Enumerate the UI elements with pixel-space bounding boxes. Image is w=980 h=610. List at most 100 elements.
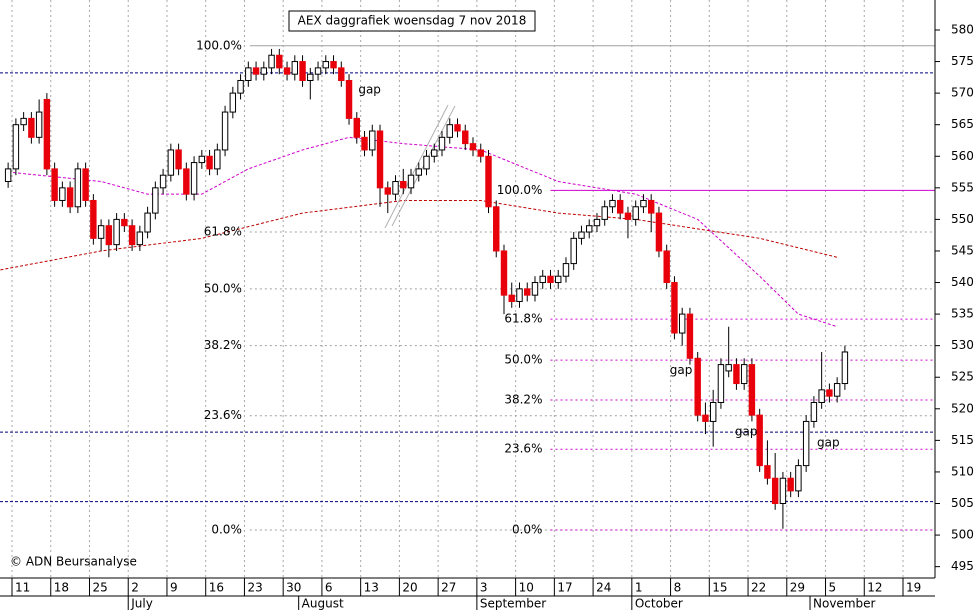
candle-body	[260, 67, 268, 75]
candle-body	[237, 79, 244, 94]
label-layer: 4955005055105155205255305355405455505555…	[11, 22, 974, 610]
candle-layer	[4, 48, 849, 529]
candle-body	[392, 181, 399, 195]
candle-body	[59, 187, 66, 201]
fib-label: 0.0%	[512, 523, 543, 537]
x-tick-label: 27	[441, 581, 456, 595]
candle-body	[802, 420, 810, 467]
month-label: August	[302, 597, 344, 610]
candle-body	[136, 231, 144, 246]
candle-body	[578, 231, 585, 239]
candle-body	[748, 364, 756, 416]
candle-body	[121, 218, 128, 227]
candle-body	[740, 364, 748, 385]
candle-body	[322, 61, 330, 69]
candle-body	[20, 117, 27, 126]
candle-body	[663, 250, 670, 284]
candle-body	[485, 155, 492, 208]
candle-body	[407, 174, 415, 189]
candle-body	[810, 401, 818, 422]
x-tick-label: 2	[131, 581, 139, 595]
candle-body	[423, 155, 430, 170]
line-layer	[0, 45, 935, 531]
candle-body	[493, 206, 500, 252]
annotation: gap	[358, 82, 381, 96]
candle-body	[771, 477, 779, 505]
fib-label: 23.6%	[204, 408, 242, 422]
candle-body	[97, 225, 105, 239]
x-tick-label: 5	[829, 581, 837, 595]
candle-body	[725, 364, 732, 372]
candle-body	[229, 92, 237, 113]
candle-body	[524, 288, 531, 296]
grid-layer	[11, 0, 904, 578]
candle-body	[686, 313, 694, 359]
candle-body	[206, 155, 213, 170]
candle-body	[833, 383, 841, 397]
candle-body	[438, 136, 446, 151]
candle-body	[198, 155, 206, 164]
candle-body	[547, 275, 554, 284]
x-tick-label: 20	[402, 581, 417, 595]
x-tick-label: 19	[906, 581, 921, 595]
x-tick-label: 13	[364, 581, 379, 595]
candle-body	[190, 162, 198, 195]
x-tick-label: 12	[867, 581, 882, 595]
candle-body	[795, 465, 802, 492]
candle-body	[586, 225, 593, 233]
fib-label: 100.0%	[497, 183, 543, 197]
candle-body	[66, 187, 74, 208]
candle-body	[283, 67, 291, 75]
candle-body	[702, 414, 709, 422]
candle-body	[105, 225, 113, 246]
candle-body	[531, 282, 539, 296]
candle-body	[508, 294, 515, 302]
candle-body	[841, 351, 849, 385]
x-tick-label: 25	[92, 581, 107, 595]
candle-body	[291, 61, 299, 75]
candle-body	[28, 117, 35, 138]
y-tick-label: 575	[951, 54, 974, 68]
candle-body	[82, 168, 89, 201]
candle-body	[640, 199, 647, 208]
x-tick-label: 29	[790, 581, 805, 595]
candle-body	[369, 130, 376, 151]
candle-body	[562, 263, 570, 277]
candle-body	[756, 414, 763, 467]
fib-label: 61.8%	[504, 312, 542, 326]
x-tick-label: 1	[635, 581, 643, 595]
candle-body	[338, 67, 345, 81]
candle-body	[593, 218, 601, 227]
moving-average	[0, 199, 838, 271]
candle-body	[647, 199, 655, 214]
candle-body	[51, 168, 58, 201]
chart-title: AEX daggrafiek woensdag 7 nov 2018	[298, 14, 527, 28]
candle-body	[601, 206, 608, 220]
candle-body	[787, 477, 794, 492]
candle-body	[90, 199, 97, 239]
candle-body	[330, 61, 337, 69]
fib-label: 0.0%	[211, 523, 242, 537]
moving-average	[8, 136, 838, 328]
x-tick-label: 6	[325, 581, 333, 595]
candle-body	[694, 357, 701, 416]
month-label: September	[480, 597, 546, 610]
y-tick-label: 580	[951, 22, 974, 36]
y-tick-label: 535	[951, 307, 974, 321]
fib-label: 50.0%	[204, 281, 242, 295]
candle-body	[152, 187, 159, 214]
month-label: October	[635, 597, 683, 610]
candle-body	[555, 275, 562, 284]
y-tick-label: 520	[951, 401, 974, 415]
candle-body	[74, 168, 82, 208]
month-label: November	[813, 597, 875, 610]
annotation: gap	[670, 363, 693, 377]
x-tick-label: 17	[557, 581, 572, 595]
candle-body	[361, 136, 368, 151]
fib-label: 38.2%	[204, 338, 242, 352]
candle-body	[384, 187, 391, 195]
x-tick-label: 3	[480, 581, 488, 595]
x-tick-label: 15	[712, 581, 727, 595]
month-label: July	[130, 597, 153, 610]
